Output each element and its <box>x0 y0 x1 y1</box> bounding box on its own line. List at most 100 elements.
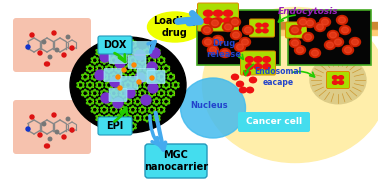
Ellipse shape <box>137 81 138 83</box>
Ellipse shape <box>330 32 336 38</box>
Ellipse shape <box>129 127 131 129</box>
Ellipse shape <box>243 26 254 34</box>
Ellipse shape <box>129 45 131 46</box>
Ellipse shape <box>319 18 330 26</box>
Ellipse shape <box>156 104 157 105</box>
Ellipse shape <box>144 61 146 63</box>
Ellipse shape <box>242 39 248 45</box>
Ellipse shape <box>175 81 176 83</box>
Ellipse shape <box>105 50 107 51</box>
Ellipse shape <box>168 66 169 68</box>
Ellipse shape <box>139 102 141 104</box>
Ellipse shape <box>108 65 110 66</box>
Ellipse shape <box>158 102 160 104</box>
Ellipse shape <box>106 91 108 92</box>
Ellipse shape <box>129 107 131 109</box>
Ellipse shape <box>106 78 108 79</box>
Ellipse shape <box>92 83 93 84</box>
Ellipse shape <box>129 111 131 112</box>
Ellipse shape <box>232 32 240 38</box>
Ellipse shape <box>137 80 141 84</box>
Ellipse shape <box>302 33 313 41</box>
Ellipse shape <box>132 63 136 67</box>
Ellipse shape <box>335 39 341 45</box>
Ellipse shape <box>146 87 148 89</box>
Ellipse shape <box>120 111 121 112</box>
Ellipse shape <box>158 111 160 112</box>
Ellipse shape <box>141 79 143 81</box>
Ellipse shape <box>106 107 108 109</box>
Ellipse shape <box>115 119 116 120</box>
Bar <box>289 22 297 28</box>
Ellipse shape <box>158 83 160 84</box>
Ellipse shape <box>223 10 232 16</box>
Ellipse shape <box>94 56 96 58</box>
Ellipse shape <box>170 73 172 74</box>
Ellipse shape <box>163 111 165 112</box>
Ellipse shape <box>26 45 30 49</box>
Ellipse shape <box>91 58 93 59</box>
Ellipse shape <box>132 63 133 64</box>
Ellipse shape <box>130 102 132 104</box>
Ellipse shape <box>163 78 165 79</box>
Ellipse shape <box>84 96 86 97</box>
Ellipse shape <box>96 69 98 71</box>
Ellipse shape <box>127 65 129 66</box>
Ellipse shape <box>149 119 150 120</box>
Ellipse shape <box>165 87 167 89</box>
Ellipse shape <box>122 46 124 48</box>
Ellipse shape <box>163 83 164 84</box>
Ellipse shape <box>122 40 124 41</box>
Ellipse shape <box>148 58 150 59</box>
Ellipse shape <box>104 56 105 58</box>
Ellipse shape <box>101 61 102 63</box>
Ellipse shape <box>154 94 155 96</box>
Ellipse shape <box>111 53 112 54</box>
Ellipse shape <box>156 98 157 99</box>
Ellipse shape <box>144 58 146 59</box>
Ellipse shape <box>87 74 89 76</box>
Ellipse shape <box>115 102 116 104</box>
Ellipse shape <box>110 94 112 96</box>
Ellipse shape <box>94 96 96 97</box>
Ellipse shape <box>118 71 119 72</box>
Ellipse shape <box>113 89 115 91</box>
Ellipse shape <box>135 58 136 59</box>
Ellipse shape <box>146 120 148 122</box>
Ellipse shape <box>101 83 103 84</box>
Ellipse shape <box>154 91 155 92</box>
Ellipse shape <box>220 48 231 58</box>
Ellipse shape <box>158 78 160 79</box>
Ellipse shape <box>101 50 103 51</box>
Ellipse shape <box>158 99 160 101</box>
Ellipse shape <box>165 71 167 72</box>
Ellipse shape <box>339 76 344 79</box>
Ellipse shape <box>70 37 186 133</box>
FancyBboxPatch shape <box>240 51 276 75</box>
Ellipse shape <box>96 116 98 117</box>
Ellipse shape <box>110 111 112 112</box>
Ellipse shape <box>116 94 117 96</box>
Ellipse shape <box>115 69 116 71</box>
Ellipse shape <box>310 56 366 104</box>
Ellipse shape <box>137 114 138 116</box>
Ellipse shape <box>130 69 132 71</box>
Ellipse shape <box>130 50 132 51</box>
Ellipse shape <box>144 116 145 117</box>
Ellipse shape <box>104 73 105 74</box>
Ellipse shape <box>148 91 150 92</box>
Ellipse shape <box>77 86 79 87</box>
Bar <box>346 22 353 28</box>
Ellipse shape <box>120 45 121 46</box>
Ellipse shape <box>161 79 162 81</box>
Ellipse shape <box>150 76 154 80</box>
Bar <box>322 22 329 28</box>
Ellipse shape <box>147 12 203 42</box>
Ellipse shape <box>148 83 158 93</box>
Ellipse shape <box>148 107 150 109</box>
Ellipse shape <box>113 63 115 64</box>
Ellipse shape <box>122 56 124 58</box>
Ellipse shape <box>135 41 136 43</box>
Ellipse shape <box>105 53 107 54</box>
Ellipse shape <box>96 102 98 104</box>
